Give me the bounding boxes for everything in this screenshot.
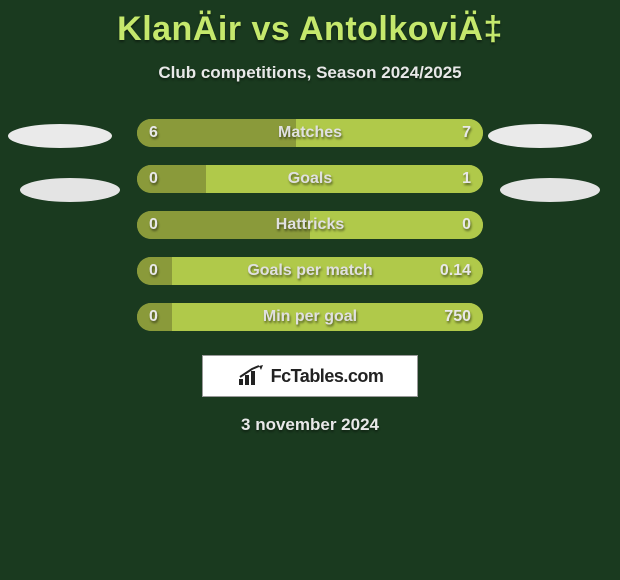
stat-value-right: 7 (462, 124, 471, 142)
subtitle: Club competitions, Season 2024/2025 (0, 63, 620, 83)
stat-row: 0 1 Goals (137, 165, 483, 193)
stat-value-right: 0 (462, 216, 471, 234)
chart-icon (237, 365, 265, 387)
logo-text: FcTables.com (271, 366, 384, 387)
stat-value-left: 0 (149, 262, 158, 280)
stat-value-right: 1 (462, 170, 471, 188)
decorative-ellipse (500, 178, 600, 202)
stat-row: 6 7 Matches (137, 119, 483, 147)
stat-label: Goals per match (247, 262, 372, 280)
decorative-ellipse (20, 178, 120, 202)
stat-value-left: 6 (149, 124, 158, 142)
stat-right-fill (206, 165, 483, 193)
stat-value-left: 0 (149, 170, 158, 188)
stat-value-left: 0 (149, 308, 158, 326)
decorative-ellipse (488, 124, 592, 148)
date-text: 3 november 2024 (0, 415, 620, 435)
stat-label: Matches (278, 124, 342, 142)
stat-left-fill (137, 119, 296, 147)
fctables-logo-badge[interactable]: FcTables.com (202, 355, 418, 397)
stats-list: 6 7 Matches 0 1 Goals 0 0 Hattricks 0 0.14 Goals pe… (0, 119, 620, 331)
stat-label: Min per goal (263, 308, 357, 326)
stat-row: 0 750 Min per goal (137, 303, 483, 331)
stat-row: 0 0 Hattricks (137, 211, 483, 239)
stat-left-fill (137, 165, 206, 193)
stat-label: Hattricks (276, 216, 344, 234)
comparison-card: KlanÄir vs AntolkoviÄ‡ Club competitions… (0, 0, 620, 580)
page-title: KlanÄir vs AntolkoviÄ‡ (0, 0, 620, 49)
stat-value-right: 0.14 (440, 262, 471, 280)
stat-value-right: 750 (444, 308, 471, 326)
stat-label: Goals (288, 170, 332, 188)
decorative-ellipse (8, 124, 112, 148)
stat-value-left: 0 (149, 216, 158, 234)
stat-row: 0 0.14 Goals per match (137, 257, 483, 285)
